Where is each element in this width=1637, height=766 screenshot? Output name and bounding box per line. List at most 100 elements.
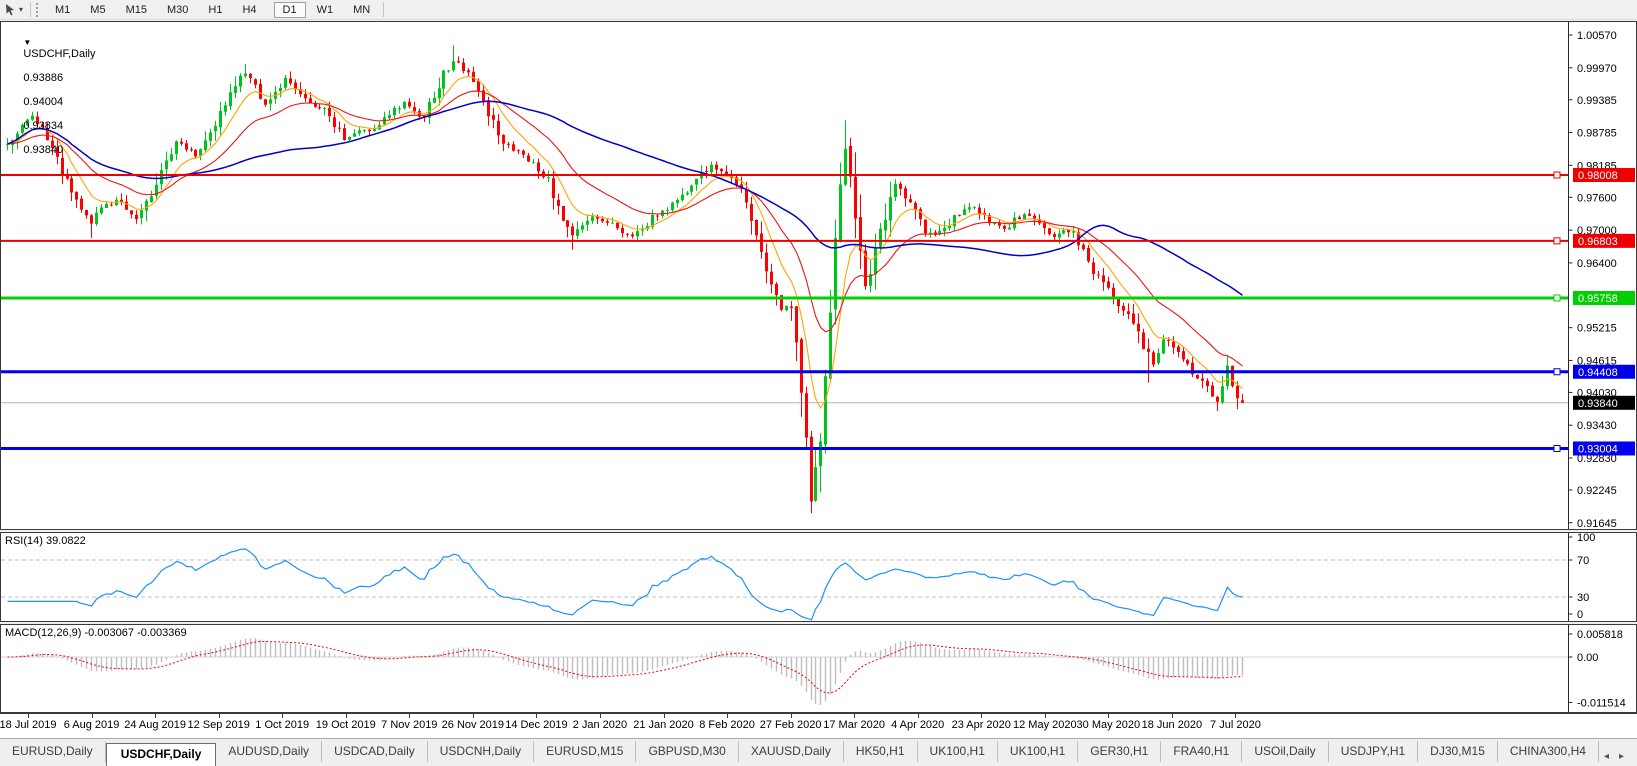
date-tick — [599, 714, 601, 718]
timeframe-button-d1[interactable]: D1 — [273, 1, 306, 18]
level-price-badge-label: 0.98008 — [1578, 170, 1618, 182]
date-label: 27 Feb 2020 — [759, 719, 822, 731]
date-tick — [727, 714, 729, 718]
rsi-tick-label: 100 — [1577, 533, 1595, 544]
collapse-triangle-icon[interactable]: ▼ — [23, 38, 32, 47]
timeframe-button-mn[interactable]: MN — [353, 3, 371, 16]
timeframe-button-m5[interactable]: M5 — [90, 3, 106, 16]
date-tick — [917, 714, 919, 718]
tab-scroll-right-icon[interactable]: ▸ — [1618, 751, 1624, 762]
chart-tab-eurusd-daily[interactable]: EURUSD,Daily — [0, 741, 106, 762]
date-label: 12 Sep 2019 — [187, 719, 250, 731]
date-label: 30 May 2020 — [1076, 719, 1141, 731]
date-axis: 18 Jul 2019 6 Aug 2019 24 Aug 2019 12 Sep 2… — [0, 713, 1637, 738]
chart-tab-audusd-daily[interactable]: AUDUSD,Daily — [216, 741, 323, 762]
hline-handle-0.98008[interactable] — [1553, 171, 1561, 179]
chart-tab-china300-h4[interactable]: CHINA300,H4 — [1498, 741, 1599, 762]
chart-tab-xauusd-daily[interactable]: XAUUSD,Daily — [739, 741, 844, 762]
level-price-badge — [1573, 441, 1635, 456]
date-tick — [409, 714, 411, 718]
timeframe-button-m15[interactable]: M15 — [125, 3, 147, 16]
date-tick — [28, 714, 29, 718]
timeframe-button-h1[interactable]: H1 — [208, 3, 223, 16]
price-tick-label: 0.94615 — [1577, 355, 1617, 367]
chart-tab-dj30-m15[interactable]: DJ30,M15 — [1418, 741, 1498, 762]
cursor-arrow-icon — [6, 4, 14, 16]
price-tick-label: 0.97600 — [1577, 192, 1617, 204]
price-tick-label: 0.93430 — [1577, 420, 1617, 432]
tab-scroll-left-icon[interactable]: ◂ — [1603, 751, 1609, 762]
level-price-badge — [1573, 364, 1635, 379]
timeframe-button-h4[interactable]: H4 — [242, 3, 257, 16]
chart-tab-uk100-h1[interactable]: UK100,H1 — [998, 741, 1079, 762]
rsi-header: RSI(14) 39.0822 — [5, 535, 86, 547]
hline-handle-0.93004[interactable] — [1553, 444, 1561, 452]
level-price-badge — [1573, 290, 1635, 305]
date-label: 24 Aug 2019 — [124, 719, 186, 731]
date-tick — [345, 714, 347, 718]
level-price-badge-label: 0.93004 — [1578, 443, 1618, 455]
timeframe-button-m30[interactable]: M30 — [166, 3, 189, 16]
date-tick — [790, 714, 792, 718]
chart-symbol-title: USDCHF,Daily — [23, 48, 96, 60]
chart-tab-fra40-h1[interactable]: FRA40,H1 — [1161, 741, 1243, 762]
date-label: 12 May 2020 — [1012, 719, 1077, 731]
toolbar-grip-handle[interactable] — [36, 2, 41, 17]
hline-handle-0.94408[interactable] — [1553, 368, 1561, 376]
current-price-badge — [1573, 395, 1635, 410]
date-label: 26 Nov 2019 — [441, 719, 505, 731]
timeframe-button-m1[interactable]: M1 — [55, 3, 71, 16]
macd-chart-canvas[interactable]: 0.005818 0.00 -0.011514 — [1, 625, 1636, 712]
price-chart-panel[interactable]: ▼ USDCHF,Daily 0.93886 0.94004 0.93834 0… — [0, 21, 1637, 530]
date-label: 23 Apr 2020 — [951, 719, 1011, 731]
timeframe-button-w1[interactable]: W1 — [316, 3, 334, 16]
chart-cursor-tool-icon[interactable]: ▾ — [0, 1, 27, 18]
ohlc-low: 0.93834 — [23, 120, 64, 132]
date-label: 8 Feb 2020 — [699, 719, 755, 731]
date-label: 1 Oct 2019 — [255, 719, 310, 731]
toolbar-separator — [30, 2, 32, 17]
chart-tab-usdjpy-h1[interactable]: USDJPY,H1 — [1329, 741, 1419, 762]
level-price-badge-label: 0.94408 — [1578, 367, 1618, 379]
date-label: 7 Nov 2019 — [381, 719, 438, 731]
chart-tab-usdchf-daily[interactable]: USDCHF,Daily — [105, 743, 217, 766]
date-label: 21 Jan 2020 — [633, 719, 694, 731]
chevron-down-icon[interactable]: ▾ — [19, 5, 24, 14]
bull-candle-wicks — [7, 45, 1228, 502]
ma-mid-red-line — [7, 90, 1243, 367]
rsi-tick-label: 30 — [1577, 592, 1589, 604]
chart-tab-usoil-daily[interactable]: USOil,Daily — [1242, 741, 1329, 762]
level-price-badge-label: 0.95758 — [1578, 293, 1618, 305]
toolbar-separator — [383, 2, 385, 17]
chart-tab-usdcad-daily[interactable]: USDCAD,Daily — [322, 741, 428, 762]
date-tick — [1171, 714, 1173, 718]
date-tick — [282, 714, 284, 718]
price-tick-label: 0.99970 — [1577, 63, 1617, 75]
chart-tab-bar: EURUSD,Daily USDCHF,Daily AUDUSD,Daily USDC… — [0, 738, 1637, 766]
chart-tab-uk100-h1[interactable]: UK100,H1 — [918, 741, 998, 762]
macd-tick-label: 0.00 — [1577, 652, 1598, 664]
ohlc-high: 0.94004 — [23, 96, 64, 108]
hline-handle-0.95758[interactable] — [1553, 294, 1561, 302]
rsi-indicator-panel[interactable]: RSI(14) 39.0822 100 70 30 0 — [0, 532, 1637, 622]
macd-tick-label: 0.005818 — [1577, 629, 1623, 641]
macd-indicator-panel[interactable]: MACD(12,26,9) -0.003067 -0.003369 0.0058… — [0, 624, 1637, 713]
chart-tab-eurusd-m15[interactable]: EURUSD,M15 — [534, 741, 637, 762]
current-price-badge-label: 0.93840 — [1578, 398, 1618, 410]
ma-fast-orange-line — [7, 75, 1243, 409]
timeframe-button-group: M1 M5 M15 M30 H1 H4 D1 W1 MN — [45, 1, 380, 18]
price-tick-label: 0.96400 — [1577, 258, 1617, 270]
candlestick-chart-canvas[interactable]: 1.005700.999700.993850.987850.981850.976… — [1, 22, 1636, 529]
rsi-chart-canvas[interactable]: 100 70 30 0 — [1, 533, 1636, 621]
rsi-tick-label: 70 — [1577, 555, 1589, 567]
macd-signal-line — [7, 640, 1243, 694]
hline-handle-0.96803[interactable] — [1553, 237, 1561, 245]
rsi-line — [7, 548, 1243, 621]
chart-tab-usdcnh-daily[interactable]: USDCNH,Daily — [428, 741, 535, 762]
chart-tab-hk50-h1[interactable]: HK50,H1 — [844, 741, 918, 762]
ohlc-close: 0.93840 — [23, 144, 64, 156]
bull-candle-bodies — [6, 61, 1229, 501]
chart-tab-gbpusd-m30[interactable]: GBPUSD,M30 — [636, 741, 739, 762]
chart-tab-ger30-h1[interactable]: GER30,H1 — [1078, 741, 1162, 762]
